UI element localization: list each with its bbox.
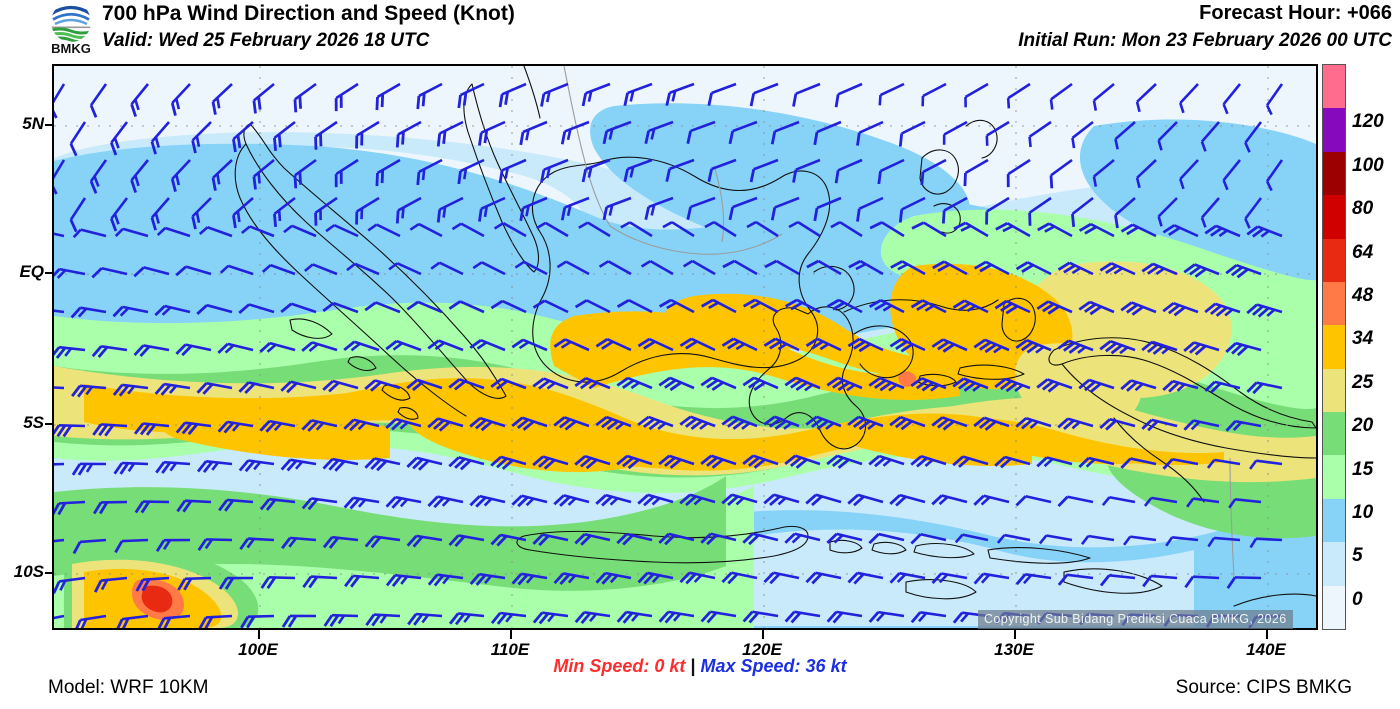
min-speed-label: Min Speed: 0 kt (553, 656, 686, 676)
colorbar-tick-label: 120 (1352, 111, 1384, 132)
colorbar-tick-label: 25 (1352, 372, 1374, 393)
page-title: 700 hPa Wind Direction and Speed (Knot) (102, 2, 515, 25)
min-max-separator: | (690, 656, 696, 676)
copyright-watermark: Copyright Sub Bidang Prediksi Cuaca BMKG… (978, 610, 1293, 629)
colorbar-tick-label: 15 (1352, 459, 1374, 480)
y-tick-mark (45, 572, 54, 574)
x-tick-mark (762, 630, 764, 639)
max-speed-label: Max Speed: 36 kt (700, 656, 847, 676)
colorbar-band-0 (1323, 65, 1345, 109)
x-tick-mark (1014, 630, 1016, 639)
colorbar-band-7 (1323, 368, 1345, 412)
colorbar-tick-label: 10 (1352, 502, 1374, 523)
y-tick-label: 10S (13, 562, 44, 581)
colorbar-tick-label: 20 (1352, 415, 1374, 436)
colorbar-band-1 (1323, 108, 1345, 152)
x-tick-label: 120E (742, 640, 782, 659)
colorbar-tick-label: 64 (1352, 242, 1374, 263)
colorbar-tick-label: 48 (1352, 285, 1374, 306)
colorbar-band-4 (1323, 238, 1345, 282)
colorbar-band-6 (1323, 325, 1345, 369)
colorbar-tick-label: 34 (1352, 328, 1374, 349)
country-borders (563, 66, 1235, 579)
valid-time: Valid: Wed 25 February 2026 18 UTC (102, 30, 430, 51)
colorbar-band-11 (1323, 542, 1345, 586)
y-tick-mark (45, 124, 54, 126)
y-tick-label: EQ (19, 262, 44, 281)
bmkg-logo: BMKG (44, 1, 98, 57)
model-label: Model: WRF 10KM (48, 677, 209, 698)
colorbar-band-3 (1323, 195, 1345, 239)
y-tick-mark (45, 272, 54, 274)
colorbar-tick-label: 80 (1352, 198, 1374, 219)
colorbar-band-10 (1323, 498, 1345, 543)
colorbar-tick-label: 0 (1352, 589, 1363, 610)
y-tick-label: 5S (23, 413, 44, 432)
x-tick-label: 140E (1246, 640, 1286, 659)
speed-colorbar[interactable] (1322, 64, 1346, 630)
colorbar-band-9 (1323, 455, 1345, 499)
y-tick-mark (45, 423, 54, 425)
source-label: Source: CIPS BMKG (1175, 677, 1352, 698)
x-tick-label: 110E (490, 640, 530, 659)
map-canvas (54, 66, 1316, 628)
x-tick-label: 100E (238, 640, 278, 659)
colorbar-tick-label: 5 (1352, 545, 1363, 566)
min-max-speed: Min Speed: 0 kt | Max Speed: 36 kt (0, 656, 1400, 677)
x-tick-mark (510, 630, 512, 639)
x-tick-label: 130E (994, 640, 1034, 659)
bmkg-logo-label: BMKG (51, 41, 91, 56)
x-tick-mark (1266, 630, 1268, 639)
x-tick-mark (258, 630, 260, 639)
colorbar-band-8 (1323, 412, 1345, 456)
colorbar-band-12 (1323, 585, 1345, 629)
bmkg-logo-mark (51, 2, 91, 42)
colorbar-band-5 (1323, 281, 1345, 326)
colorbar-band-2 (1323, 151, 1345, 196)
y-tick-label: 5N (22, 114, 44, 133)
forecast-hour: Forecast Hour: +066 (1199, 2, 1392, 24)
initial-run: Initial Run: Mon 23 February 2026 00 UTC (1018, 30, 1392, 51)
colorbar-tick-label: 100 (1352, 155, 1384, 176)
wind-speed-map[interactable] (52, 64, 1318, 630)
